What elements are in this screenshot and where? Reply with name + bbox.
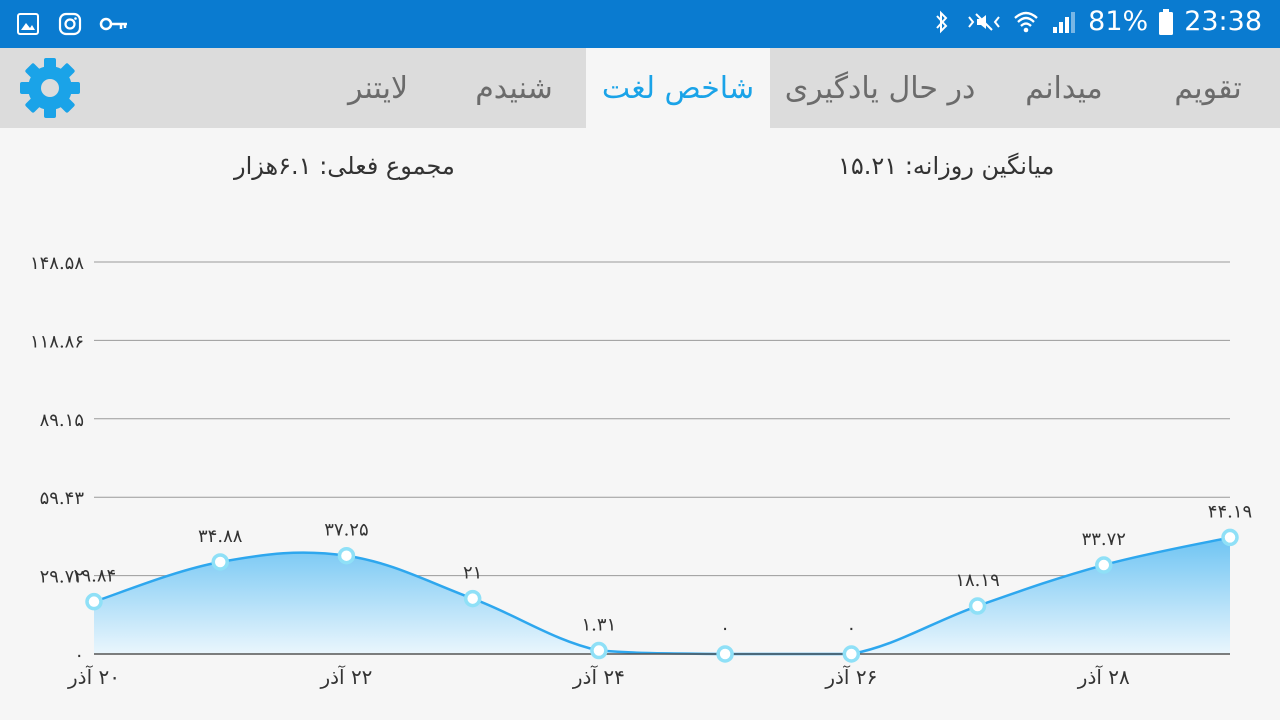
tab-calendar[interactable]: تقویم xyxy=(1174,70,1242,106)
wifi-icon xyxy=(1012,8,1040,36)
word-index-chart: ۰ ۲۹.۷۲ ۵۹.۴۳ ۸۹.۱۵ ۱۱۸.۸۶ ۱۴۸.۵۸ ۱۹.۸۴ ۳۴.۸۸ ۳… xyxy=(30,253,1252,689)
x-tick-label: ۲۰ آذر xyxy=(67,664,120,689)
data-label: ۰ xyxy=(846,618,856,639)
data-label: ۳۷.۲۵ xyxy=(324,520,368,541)
data-point xyxy=(716,645,734,663)
x-tick-label: ۲۸ آذر xyxy=(1077,664,1130,689)
data-point xyxy=(1095,556,1113,574)
data-label: ۳۴.۸۸ xyxy=(198,526,243,547)
data-label: ۱.۳۱ xyxy=(582,615,617,636)
tab-leitner[interactable]: لایتنر xyxy=(347,70,409,106)
y-tick-label: ۱۱۸.۸۶ xyxy=(30,331,84,352)
gallery-icon xyxy=(14,10,42,38)
area-fill xyxy=(94,537,1230,654)
data-point xyxy=(1221,528,1239,547)
data-point xyxy=(211,553,229,571)
gear-icon xyxy=(20,58,80,118)
y-tick-label: ۲۹.۷۲ xyxy=(40,567,84,588)
data-point xyxy=(968,597,987,615)
battery-percent: 81% xyxy=(1088,6,1149,37)
data-label: ۱۹.۸۴ xyxy=(72,566,116,587)
data-label: ۲۱ xyxy=(463,563,482,584)
x-tick-label: ۲۲ آذر xyxy=(319,664,372,689)
x-tick-label: ۲۴ آذر xyxy=(572,664,625,689)
clock: 23:38 xyxy=(1184,6,1262,37)
y-tick-label: ۵۹.۴۳ xyxy=(40,488,85,509)
tab-learning[interactable]: در حال یادگیری xyxy=(784,70,976,106)
data-label: ۱۸.۱۹ xyxy=(955,570,999,591)
tab-word-index[interactable]: شاخص لغت xyxy=(586,48,770,128)
status-bar: 81% 23:38 xyxy=(0,0,1280,48)
mute-vibrate-icon xyxy=(966,8,1002,36)
tab-bar: تقویم میدانم در حال یادگیری شاخص لغت شنی… xyxy=(0,48,1280,128)
data-label: ۴۴.۱۹ xyxy=(1208,501,1252,522)
signal-icon xyxy=(1050,8,1078,36)
tab-known[interactable]: میدانم xyxy=(1025,70,1103,106)
daily-average: میانگین روزانه: ۱۵.۲۱ xyxy=(838,152,1055,180)
data-point xyxy=(842,645,861,663)
data-label: ۳۳.۷۲ xyxy=(1082,529,1126,550)
battery-icon xyxy=(1158,8,1174,36)
current-total: مجموع فعلی: ۶.۱هزار xyxy=(234,152,455,180)
bluetooth-icon xyxy=(928,8,956,36)
instagram-icon xyxy=(56,10,84,38)
data-label: ۰ xyxy=(720,618,730,639)
data-point xyxy=(85,592,103,611)
tab-heard[interactable]: شنیدم xyxy=(475,70,553,106)
data-point xyxy=(337,546,356,565)
y-tick-label: ۸۹.۱۵ xyxy=(40,410,84,431)
x-tick-label: ۲۶ آذر xyxy=(824,664,877,689)
y-tick-label: ۰ xyxy=(74,645,84,666)
notification-icons xyxy=(14,10,130,38)
settings-button[interactable] xyxy=(18,56,82,120)
key-icon xyxy=(98,10,130,38)
system-status: 81% 23:38 xyxy=(928,6,1262,37)
data-point xyxy=(463,589,482,608)
data-point xyxy=(590,641,608,660)
y-tick-label: ۱۴۸.۵۸ xyxy=(30,253,84,274)
